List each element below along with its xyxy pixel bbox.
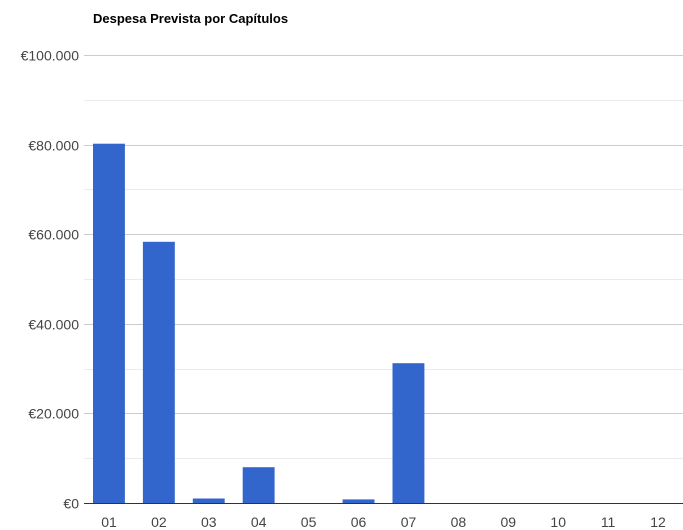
bar-03[interactable] bbox=[192, 498, 225, 504]
y-tick-label: €80.000 bbox=[28, 138, 79, 154]
x-tick-label: 09 bbox=[501, 514, 517, 530]
bar-02[interactable] bbox=[142, 241, 175, 504]
x-tick-label: 06 bbox=[351, 514, 367, 530]
y-tick-label: €20.000 bbox=[28, 406, 79, 422]
bar-06[interactable] bbox=[342, 499, 375, 503]
x-tick-label: 12 bbox=[650, 514, 666, 530]
y-tick-label: €100.000 bbox=[21, 48, 80, 64]
bar-01[interactable] bbox=[93, 143, 125, 503]
x-tick-label: 02 bbox=[151, 514, 167, 530]
y-tick-label: €0 bbox=[63, 496, 79, 512]
x-tick-label: 11 bbox=[601, 514, 616, 530]
x-tick-label: 07 bbox=[401, 514, 417, 530]
y-axis-tick-labels: €0 €20.000 €40.000 €60.000 €80.000 €100.000 bbox=[21, 48, 80, 512]
minor-gridlines bbox=[84, 100, 683, 459]
x-tick-label: 03 bbox=[201, 514, 217, 530]
major-gridlines bbox=[84, 55, 683, 414]
x-tick-label: 04 bbox=[251, 514, 267, 530]
x-tick-label: 05 bbox=[301, 514, 317, 530]
y-tick-label: €60.000 bbox=[28, 227, 79, 243]
x-tick-label: 08 bbox=[451, 514, 467, 530]
x-tick-label: 01 bbox=[101, 514, 117, 530]
chart-title: Despesa Prevista por Capítulos bbox=[93, 11, 289, 26]
bar-series bbox=[93, 143, 425, 504]
bar-07[interactable] bbox=[392, 363, 425, 503]
bar-04[interactable] bbox=[242, 467, 275, 503]
x-axis-tick-labels: 01 02 03 04 05 06 07 08 09 10 11 12 bbox=[101, 514, 666, 530]
y-tick-label: €40.000 bbox=[28, 317, 79, 333]
x-tick-label: 10 bbox=[550, 514, 566, 530]
